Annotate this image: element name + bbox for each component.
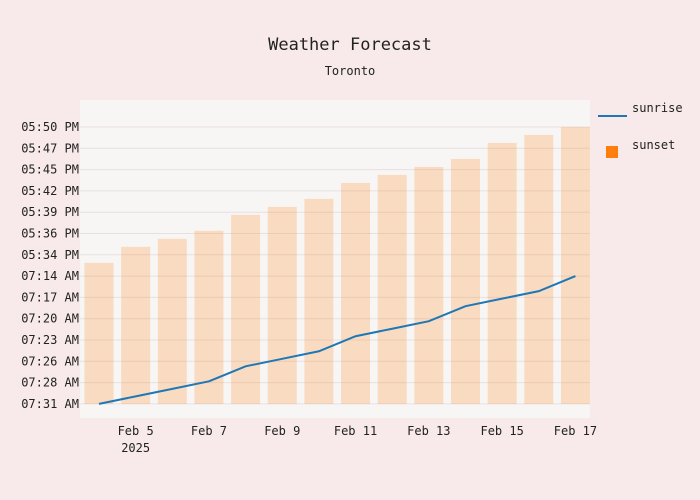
legend-sunset-label: sunset [632, 138, 675, 152]
sunset-bar[interactable] [487, 142, 517, 404]
grid [80, 126, 590, 405]
x-tick-label: Feb 11 [334, 424, 377, 438]
sunset-bar[interactable] [341, 182, 371, 404]
x-tick-label: Feb 13 [407, 424, 450, 438]
sunset-bar[interactable] [231, 214, 261, 404]
y-tick-label: 07:14 AM [21, 269, 79, 283]
x-tick-label: Feb 7 [191, 424, 227, 438]
legend-sunset-swatch [606, 146, 618, 158]
y-tick-label: 05:39 PM [21, 205, 79, 219]
y-tick-label: 05:34 PM [21, 248, 79, 262]
chart-subtitle: Toronto [325, 64, 376, 78]
sunset-bar[interactable] [304, 198, 334, 404]
sunset-bars [84, 127, 590, 405]
legend-sunrise-label: sunrise [632, 101, 683, 115]
x-tick-label: Feb 17 [554, 424, 597, 438]
y-tick-label: 07:28 AM [21, 376, 79, 390]
x-tick-label: Feb 15 [480, 424, 523, 438]
sunset-bar[interactable] [267, 206, 297, 404]
sunrise-line-layer [98, 275, 576, 405]
x-tick-label: Feb 5 [118, 424, 154, 438]
sunset-bar[interactable] [194, 230, 224, 404]
sunset-bar[interactable] [121, 246, 151, 404]
y-axis: 05:50 PM 05:47 PM 05:45 PM 05:42 PM 05:39 PM… [21, 120, 79, 411]
y-tick-label: 07:23 AM [21, 333, 79, 347]
x-year-label: 2025 [121, 441, 150, 455]
sunset-bar[interactable] [451, 158, 480, 404]
x-axis: Feb 5 Feb 7 Feb 9 Feb 11 Feb 13 Feb 15 Feb 17 2… [118, 424, 598, 455]
sunset-bar[interactable] [414, 166, 444, 404]
y-tick-label: 07:31 AM [21, 397, 79, 411]
y-tick-label: 07:26 AM [21, 354, 79, 368]
y-tick-label: 05:45 PM [21, 163, 79, 177]
x-tick-label: Feb 9 [264, 424, 300, 438]
y-tick-label: 07:17 AM [21, 290, 79, 304]
sunset-bar[interactable] [560, 127, 590, 404]
y-tick-label: 05:36 PM [21, 227, 79, 241]
sunrise-line[interactable] [98, 275, 576, 405]
y-tick-label: 05:47 PM [21, 141, 79, 155]
sunset-bar[interactable] [157, 238, 187, 404]
sunset-bar[interactable] [524, 134, 554, 405]
legend[interactable]: sunrise sunset [598, 101, 683, 158]
plot-background [80, 100, 590, 418]
y-tick-label: 05:42 PM [21, 184, 79, 198]
y-tick-label: 07:20 AM [21, 312, 79, 326]
sunset-bar[interactable] [84, 262, 114, 404]
sunset-bar[interactable] [377, 174, 407, 404]
y-tick-label: 05:50 PM [21, 120, 79, 134]
chart-title: Weather Forecast [268, 35, 432, 55]
